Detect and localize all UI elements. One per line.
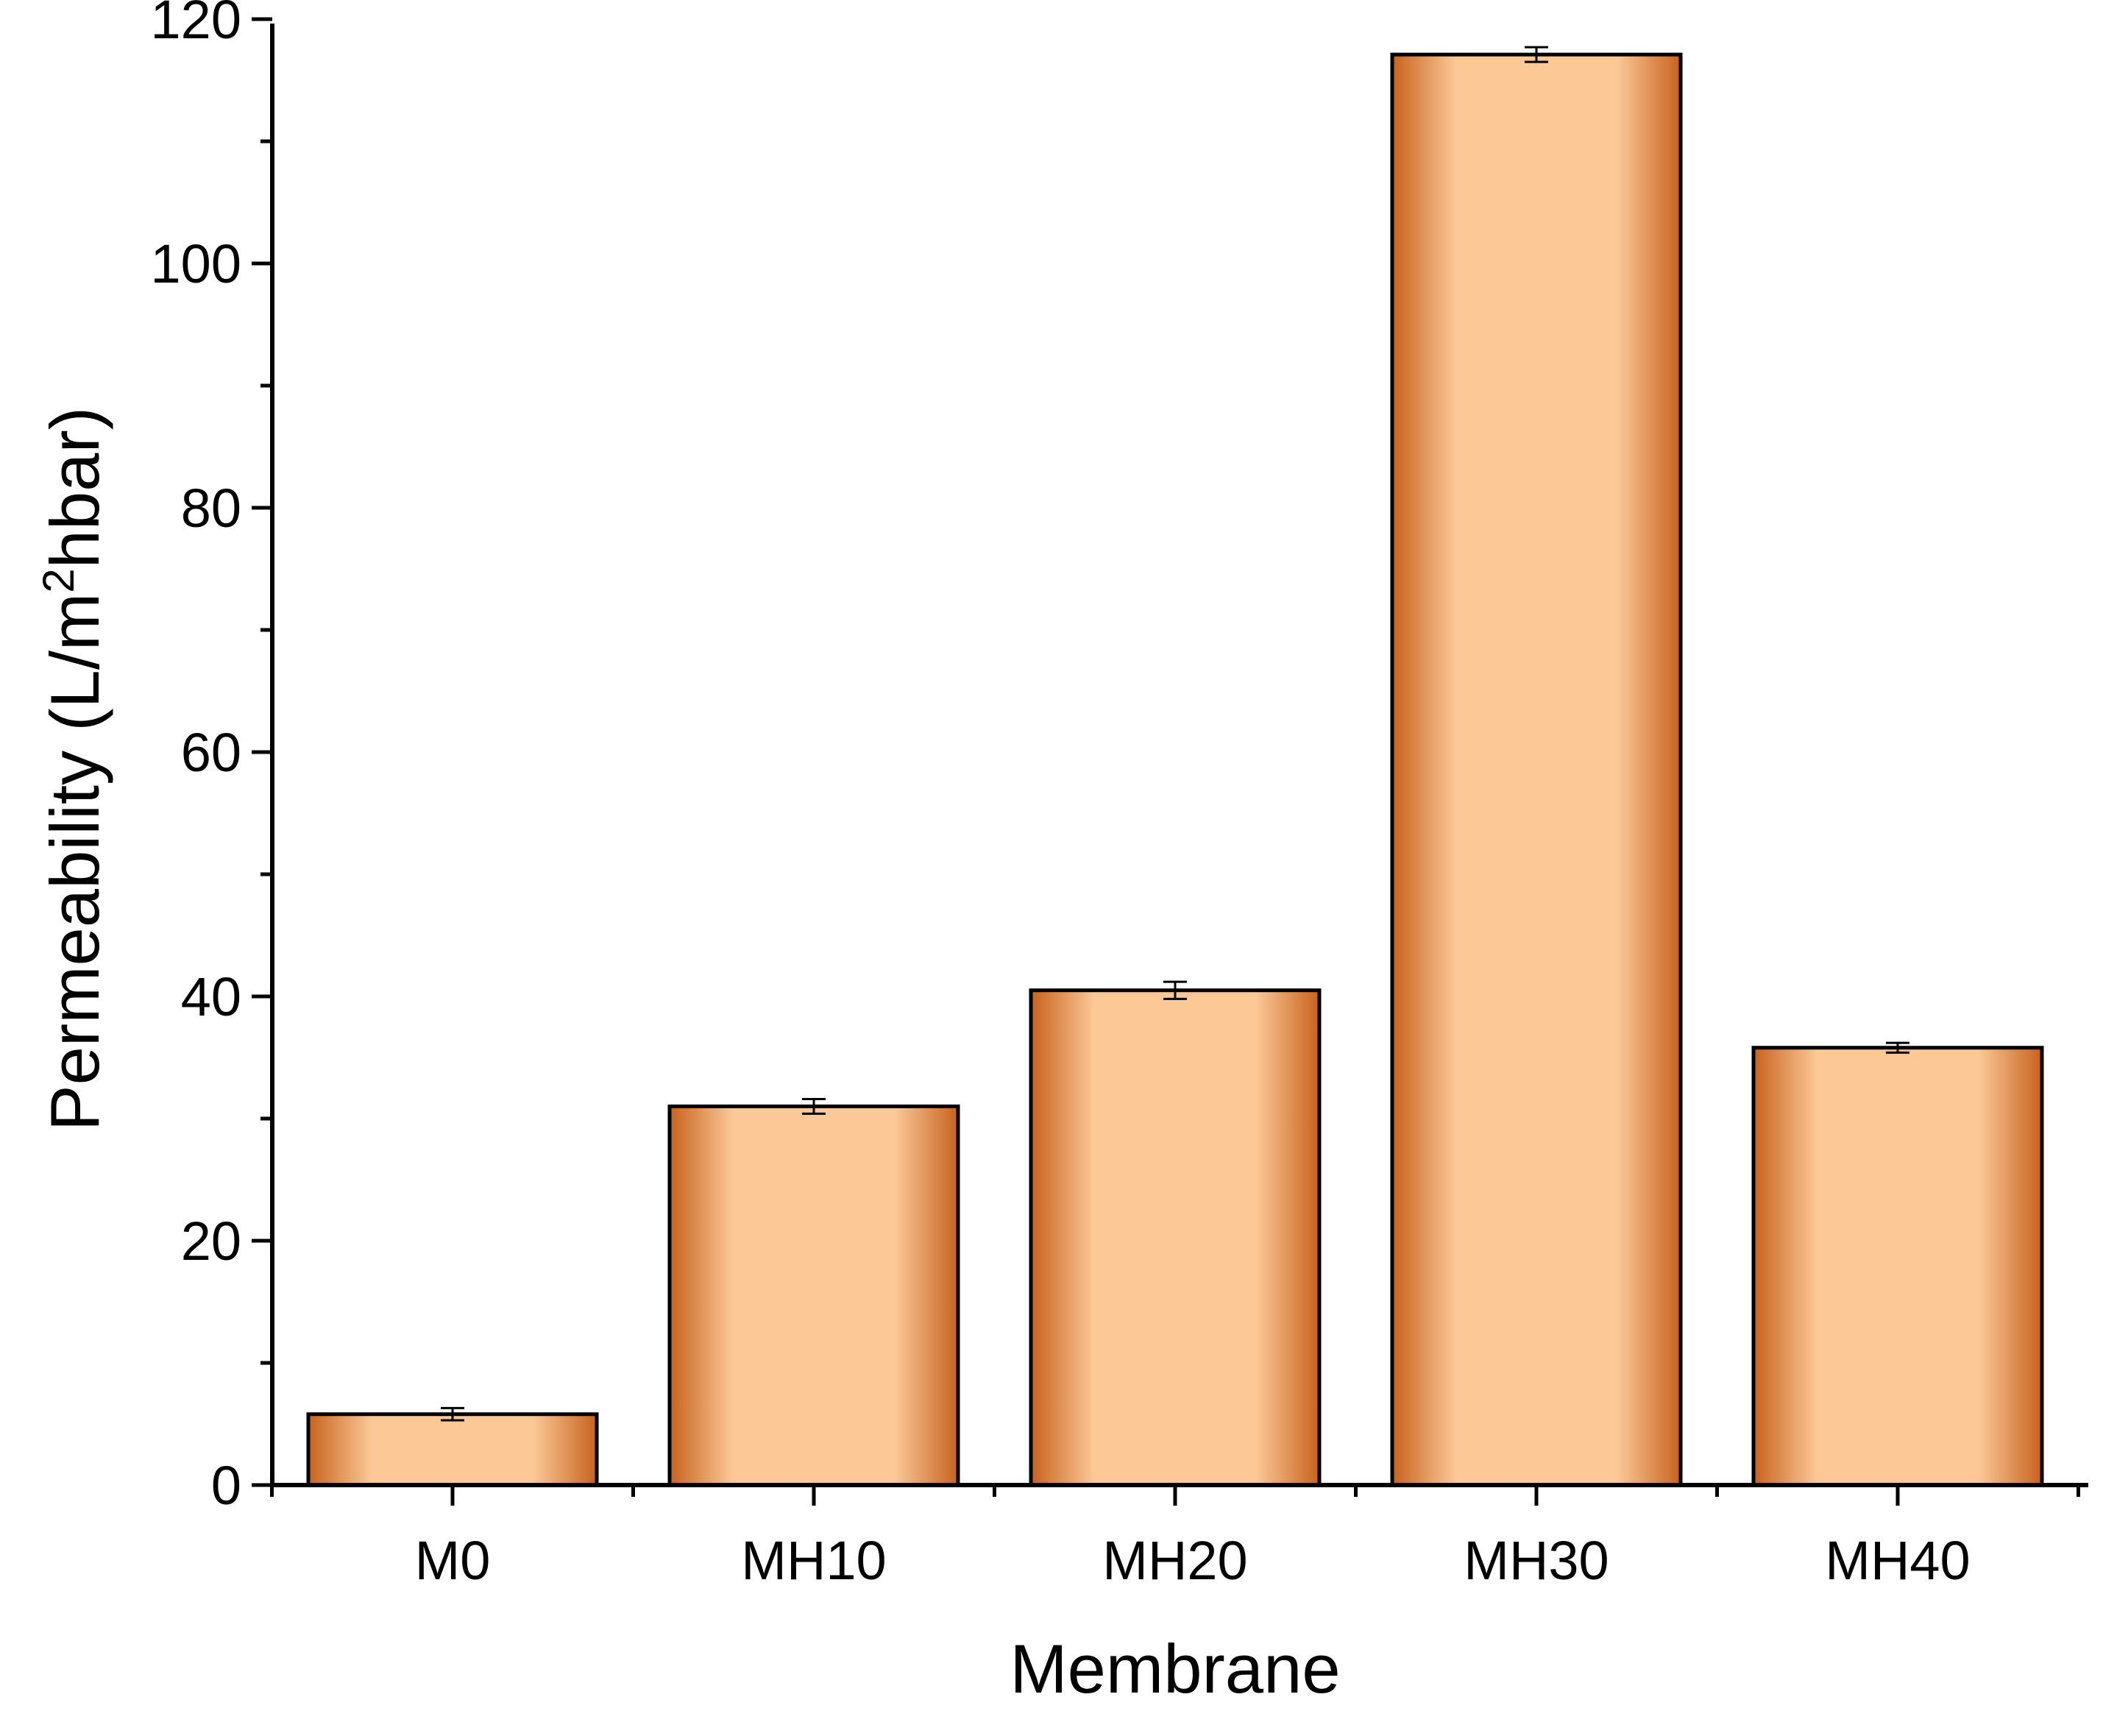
y-axis-title-suffix: hbar) <box>36 407 113 568</box>
bar-mh30 <box>1390 52 1683 1487</box>
error-bars-layer <box>441 46 1909 1422</box>
y-tick-label: 40 <box>181 966 241 1027</box>
x-tick-label-mh40: MH40 <box>1825 1530 1970 1591</box>
x-axis-ticks: M0 MH10 MH20 MH30 MH40 <box>270 1485 2080 1591</box>
y-tick-label: 120 <box>151 0 241 50</box>
y-tick-label: 80 <box>181 478 241 539</box>
bar-mh40 <box>1751 1046 2044 1487</box>
y-tick-label: 0 <box>211 1455 241 1516</box>
error-bar-mh10 <box>802 1097 826 1115</box>
x-tick-label-mh20: MH20 <box>1102 1530 1247 1591</box>
x-tick-label-mh30: MH30 <box>1464 1530 1609 1591</box>
y-axis-title-superscript: 2 <box>34 568 83 592</box>
y-axis-ticks: 0 20 40 60 80 100 120 <box>151 0 272 1516</box>
bar-m0 <box>306 1412 599 1487</box>
bar-mh20 <box>1029 988 1322 1487</box>
y-axis-title: Permeability (L/m2hbar) <box>34 407 113 1131</box>
bar-mh10 <box>667 1104 960 1487</box>
x-tick-label-mh10: MH10 <box>741 1530 886 1591</box>
error-bar-m0 <box>441 1406 464 1422</box>
y-tick-label: 20 <box>181 1211 241 1272</box>
y-tick-label: 60 <box>181 722 241 783</box>
error-bar-mh40 <box>1886 1041 1909 1054</box>
bars-layer <box>306 52 2044 1487</box>
y-axis-title-prefix: Permeability (L/m <box>36 593 113 1131</box>
x-tick-label-m0: M0 <box>415 1530 491 1591</box>
x-axis-title: Membrane <box>1010 1630 1340 1707</box>
error-bar-mh20 <box>1163 980 1187 1000</box>
error-bar-mh30 <box>1525 46 1548 63</box>
y-tick-label: 100 <box>151 233 241 294</box>
